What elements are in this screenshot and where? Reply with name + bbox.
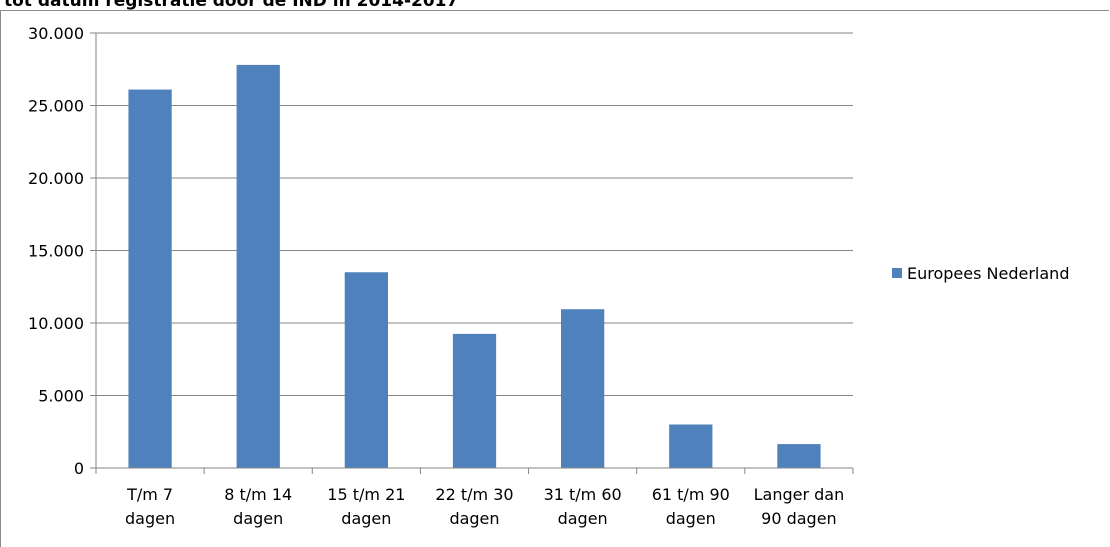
- gridlines: [96, 32, 853, 396]
- y-tick-label: 5.000: [38, 387, 84, 406]
- x-tick-label: 8 t/m 14 dagen: [224, 485, 292, 528]
- y-tick-label: 0: [74, 459, 84, 478]
- x-tick-label: Langer dan 90 dagen: [754, 485, 845, 528]
- y-tick-label: 10.000: [28, 314, 84, 333]
- bars: [128, 64, 821, 469]
- legend-label: Europees Nederland: [907, 264, 1069, 283]
- bar: [128, 89, 172, 469]
- x-tick-label: 15 t/m 21 dagen: [327, 485, 405, 528]
- bar: [452, 333, 497, 468]
- y-tick-label: 20.000: [28, 169, 84, 188]
- chart-frame: [0, 10, 1109, 547]
- x-tick-label: 22 t/m 30 dagen: [435, 485, 513, 528]
- bar: [669, 424, 713, 468]
- y-tick-label: 30.000: [28, 24, 84, 43]
- x-tick-label: 31 t/m 60 dagen: [544, 485, 622, 528]
- x-tick-label: T/m 7 dagen: [125, 485, 175, 528]
- axes: [90, 32, 854, 474]
- x-tick-label: 61 t/m 90 dagen: [652, 485, 730, 528]
- y-tick-labels: 0 5.000 10.000 15.000 20.000 25.000 30.000: [28, 24, 84, 478]
- x-tick-labels: T/m 7 dagen 8 t/m 14 dagen 15 t/m 21 dagen 22 …: [125, 485, 844, 528]
- chart-title: tot datum registratie door de IND in 201…: [4, 0, 459, 11]
- legend: Europees Nederland: [892, 264, 1069, 283]
- bar: [561, 309, 605, 468]
- y-tick-label: 25.000: [28, 97, 84, 116]
- legend-swatch: [892, 268, 902, 278]
- y-tick-label: 15.000: [28, 242, 84, 261]
- bar: [344, 272, 388, 468]
- bar: [777, 444, 821, 468]
- bar: [236, 64, 280, 469]
